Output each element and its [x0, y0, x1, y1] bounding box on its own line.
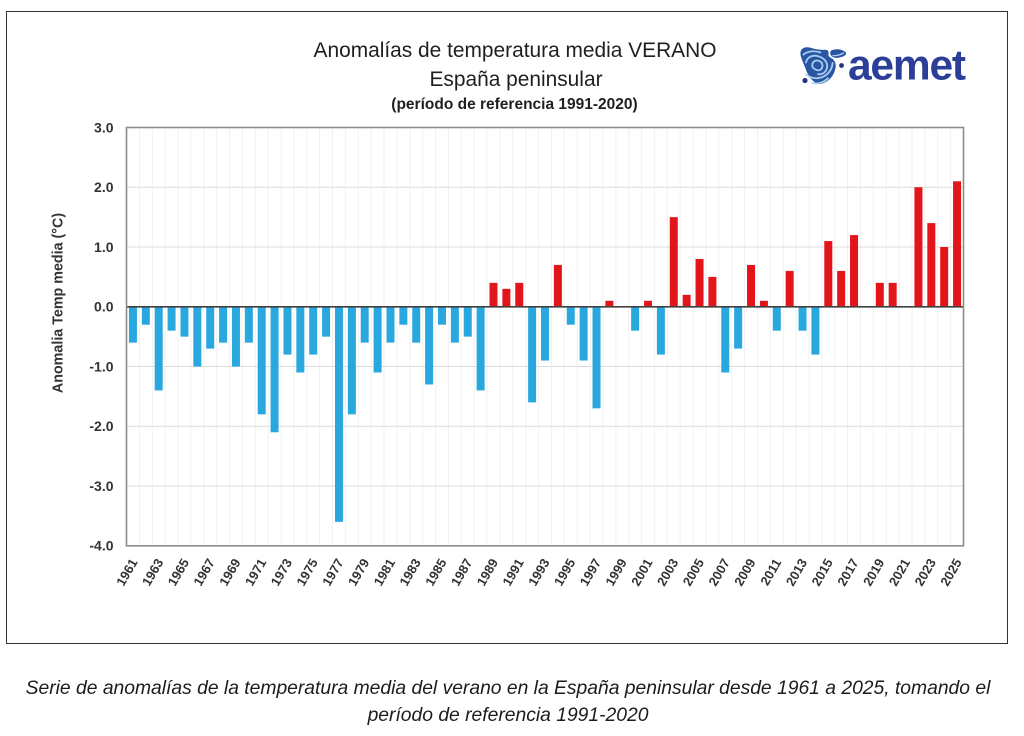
svg-text:-2.0: -2.0 [89, 418, 113, 434]
svg-text:0.0: 0.0 [94, 299, 114, 315]
svg-text:2.0: 2.0 [94, 179, 114, 195]
svg-text:-1.0: -1.0 [89, 358, 113, 374]
svg-text:3.0: 3.0 [94, 119, 114, 135]
svg-text:Anomalia Temp media (°C): Anomalia Temp media (°C) [51, 213, 67, 393]
svg-text:1.0: 1.0 [94, 239, 114, 255]
svg-text:aemet: aemet [848, 43, 966, 90]
svg-text:-4.0: -4.0 [89, 538, 113, 554]
svg-text:-3.0: -3.0 [89, 478, 113, 494]
